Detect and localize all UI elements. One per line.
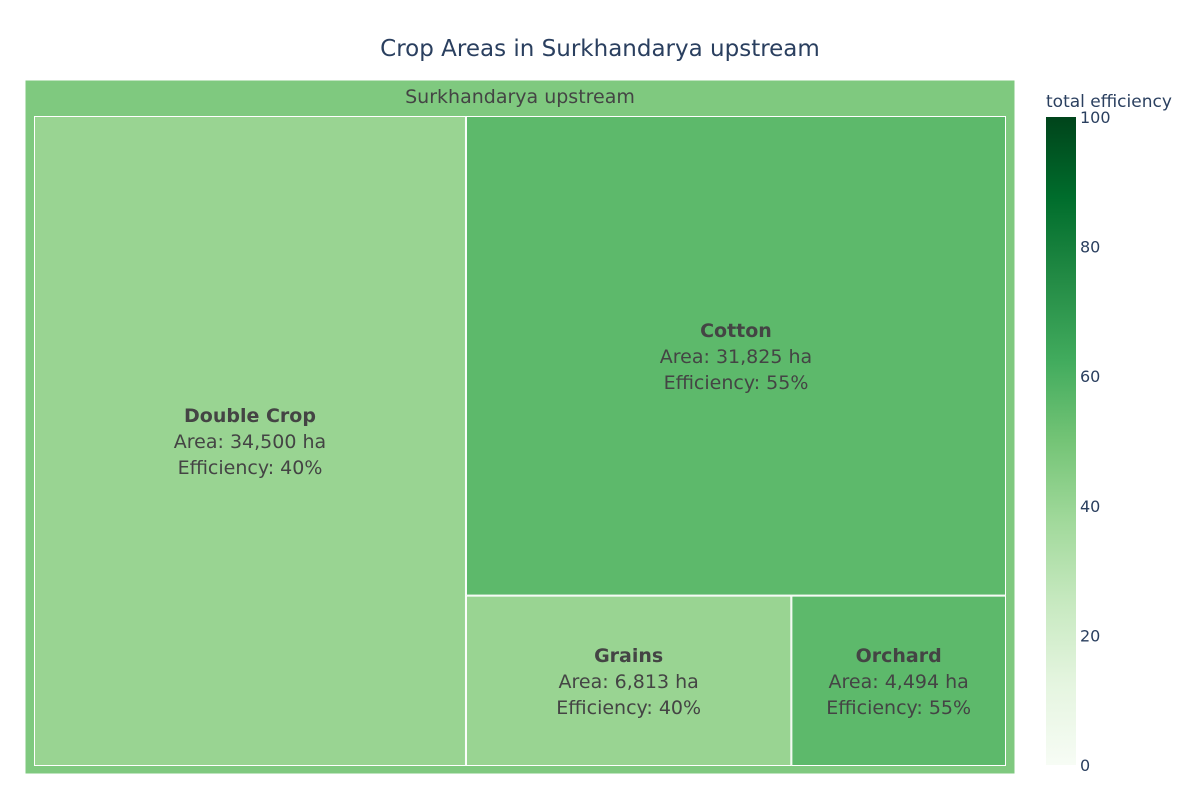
colorbar-ticks: 0 20 40 60 80 100 xyxy=(1080,108,1111,775)
colorbar: total efficiency 0 20 40 60 80 100 xyxy=(1046,92,1172,775)
colorbar-tick-label: 100 xyxy=(1080,108,1111,127)
leaf-orchard[interactable]: Orchard Area: 4,494 ha Efficiency: 55% xyxy=(791,595,1006,767)
colorbar-gradient xyxy=(1046,117,1076,765)
leaf-efficiency-label: Efficiency: 55% xyxy=(664,372,809,394)
leaf-rect-cotton[interactable] xyxy=(465,116,1006,596)
root-node-label: Surkhandarya upstream xyxy=(405,86,635,108)
leaf-double-crop[interactable]: Double Crop Area: 34,500 ha Efficiency: 40… xyxy=(34,116,466,766)
chart-title: Crop Areas in Surkhandarya upstream xyxy=(380,36,820,62)
colorbar-tick-label: 0 xyxy=(1080,756,1090,775)
leaf-cotton[interactable]: Cotton Area: 31,825 ha Efficiency: 55% xyxy=(465,116,1006,596)
colorbar-tick-label: 20 xyxy=(1080,626,1100,645)
leaf-name-label: Double Crop xyxy=(184,405,316,427)
leaf-area-label: Area: 31,825 ha xyxy=(660,346,812,368)
leaf-efficiency-label: Efficiency: 40% xyxy=(556,697,701,719)
leaf-area-label: Area: 34,500 ha xyxy=(174,431,326,453)
leaf-grains[interactable]: Grains Area: 6,813 ha Efficiency: 40% xyxy=(465,595,792,767)
leaf-rect-orchard[interactable] xyxy=(791,595,1006,767)
treemap-area: Surkhandarya upstream Double Crop Area: 3… xyxy=(24,79,1016,775)
colorbar-tick-label: 40 xyxy=(1080,497,1100,516)
leaf-efficiency-label: Efficiency: 55% xyxy=(826,697,971,719)
leaf-rect-grains[interactable] xyxy=(465,595,792,767)
colorbar-title: total efficiency xyxy=(1046,92,1172,112)
colorbar-tick-label: 80 xyxy=(1080,238,1100,257)
leaf-area-label: Area: 6,813 ha xyxy=(559,671,699,693)
leaf-rect-double-crop[interactable] xyxy=(34,116,466,766)
leaf-nodes: Double Crop Area: 34,500 ha Efficiency: 40… xyxy=(34,116,1006,767)
leaf-name-label: Grains xyxy=(594,645,663,667)
leaf-efficiency-label: Efficiency: 40% xyxy=(178,457,323,479)
leaf-area-label: Area: 4,494 ha xyxy=(829,671,969,693)
colorbar-tick-label: 60 xyxy=(1080,367,1100,386)
leaf-name-label: Cotton xyxy=(700,320,772,342)
leaf-name-label: Orchard xyxy=(856,645,942,667)
